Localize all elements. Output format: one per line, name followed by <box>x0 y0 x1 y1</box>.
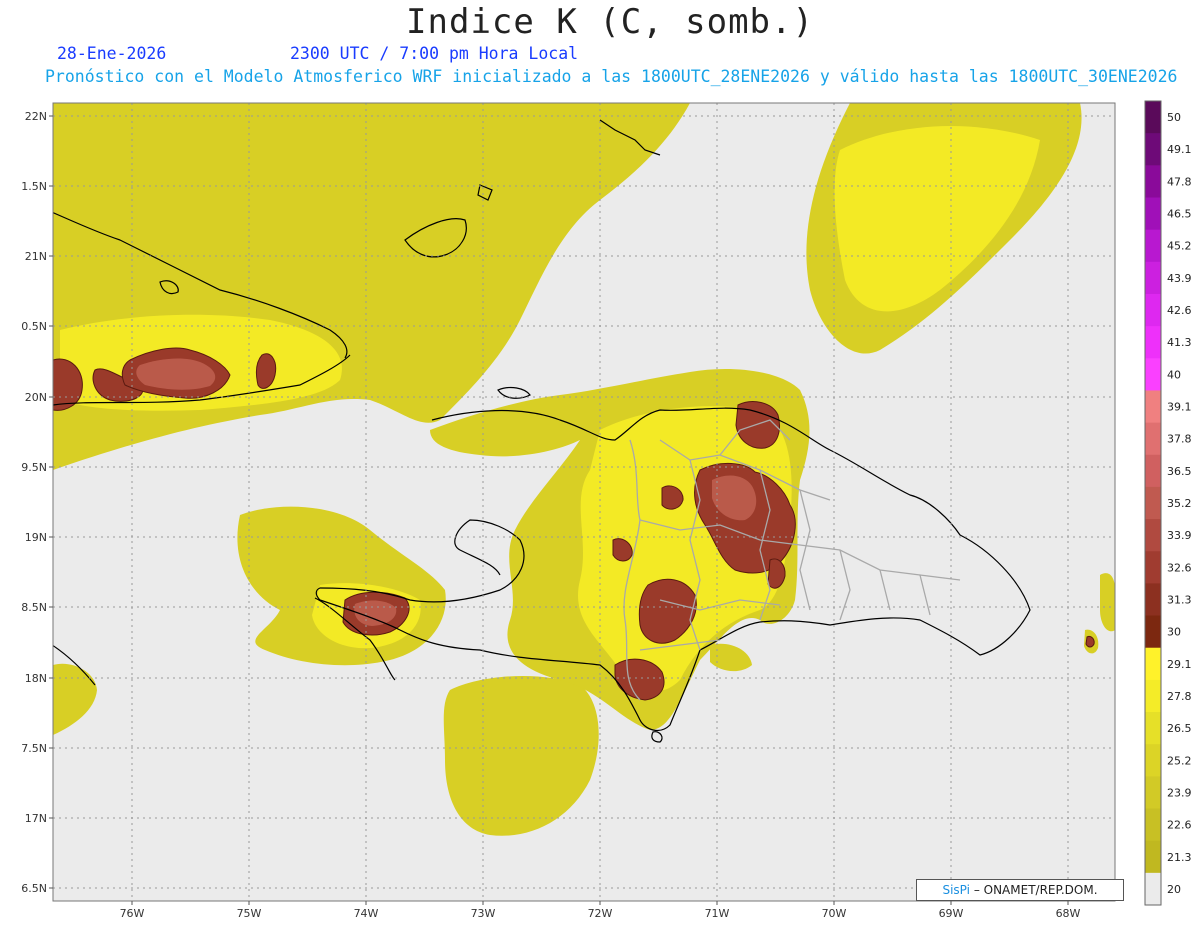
lon-label: 73W <box>471 907 496 920</box>
colorbar-swatch <box>1145 133 1161 166</box>
colorbar-swatch <box>1145 647 1161 681</box>
map-frame <box>52 102 1116 902</box>
lat-label: 18N <box>25 672 47 685</box>
colorbar-label: 33.9 <box>1167 529 1192 542</box>
colorbar-swatch <box>1145 358 1161 391</box>
forecast-description: Pronóstico con el Modelo Atmosferico WRF… <box>45 67 1178 86</box>
lon-label: 72W <box>588 907 613 920</box>
colorbar-swatch <box>1145 840 1161 874</box>
lon-label: 69W <box>939 907 964 920</box>
credit-org: – ONAMET/REP.DOM. <box>973 883 1098 897</box>
credit-box: SisPi – ONAMET/REP.DOM. <box>916 879 1124 901</box>
graticule <box>53 103 1115 901</box>
colorbar-swatch <box>1145 390 1161 424</box>
colorbar-swatch <box>1145 261 1161 295</box>
lon-label: 68W <box>1056 907 1081 920</box>
colorbar-label: 42.6 <box>1167 304 1192 317</box>
lat-label: 19N <box>25 531 47 544</box>
colorbar-swatch <box>1145 712 1161 745</box>
lat-label: 1.5N <box>21 180 47 193</box>
lat-label: 8.5N <box>21 601 47 614</box>
lat-label: 17N <box>25 812 47 825</box>
colorbar-swatch <box>1145 776 1161 810</box>
colorbar-swatch <box>1145 808 1161 842</box>
lon-label: 71W <box>705 907 730 920</box>
colorbar-swatch <box>1145 101 1161 134</box>
lon-label: 75W <box>237 907 262 920</box>
colorbar-label: 36.5 <box>1167 465 1192 478</box>
colorbar-label: 46.5 <box>1167 208 1192 221</box>
colorbar-swatch <box>1145 615 1161 649</box>
coastlines <box>53 119 1031 743</box>
lat-tick-marks <box>49 115 53 889</box>
colorbar-label: 39.1 <box>1167 401 1192 414</box>
colorbar-label: 20 <box>1167 883 1181 896</box>
colorbar-swatch <box>1145 679 1161 713</box>
colorbar-frame <box>1144 100 1162 906</box>
colorbar-label: 49.1 <box>1167 143 1192 156</box>
forecast-date: 28-Ene-2026 <box>57 44 167 63</box>
colorbar-label: 47.8 <box>1167 175 1192 188</box>
colorbar-swatch <box>1145 293 1161 327</box>
lat-label: 9.5N <box>21 461 47 474</box>
colorbar-label: 26.5 <box>1167 722 1192 735</box>
colorbar-label: 32.6 <box>1167 561 1192 574</box>
colorbar-label: 25.2 <box>1167 754 1192 767</box>
colorbar-label: 43.9 <box>1167 272 1192 285</box>
sispi-brand: SisPi <box>942 883 970 897</box>
colorbar-swatch <box>1145 486 1161 520</box>
colorbar-label: 21.3 <box>1167 851 1192 864</box>
colorbar-swatch <box>1145 454 1161 488</box>
lon-label: 76W <box>120 907 145 920</box>
lat-label: 6.5N <box>21 882 47 895</box>
lat-label: 0.5N <box>21 320 47 333</box>
map-title: Indice K (C, somb.) <box>406 2 814 42</box>
k-index-high-core <box>136 358 757 626</box>
colorbar: 50 49.1 47.8 46.5 45.2 43.9 42.6 41.3 40 39.1 37.8… <box>1144 100 1192 906</box>
colorbar-label: 31.3 <box>1167 593 1192 606</box>
colorbar-label: 22.6 <box>1167 819 1192 832</box>
latitude-labels: 22N 1.5N 21N 0.5N 20N 9.5N 19N 8.5N 18N … <box>21 110 47 895</box>
lat-label: 21N <box>25 250 47 263</box>
colorbar-label: 45.2 <box>1167 240 1192 253</box>
colorbar-label: 50 <box>1167 111 1181 124</box>
forecast-time: 2300 UTC / 7:00 pm Hora Local <box>290 44 579 63</box>
lat-label: 20N <box>25 391 47 404</box>
colorbar-swatch <box>1145 326 1161 359</box>
lon-tick-marks <box>131 901 1069 905</box>
province-boundaries <box>623 419 961 701</box>
colorbar-swatch <box>1145 165 1161 198</box>
longitude-labels: 76W 75W 74W 73W 72W 71W 70W 69W 68W <box>120 907 1081 920</box>
colorbar-swatch <box>1145 422 1161 456</box>
lat-label: 22N <box>25 110 47 123</box>
colorbar-swatch <box>1145 583 1161 617</box>
colorbar-swatch <box>1145 197 1161 231</box>
colorbar-below-range-swatch <box>1145 872 1161 905</box>
lon-label: 70W <box>822 907 847 920</box>
colorbar-swatch <box>1145 551 1161 584</box>
colorbar-label: 29.1 <box>1167 658 1192 671</box>
colorbar-label: 27.8 <box>1167 690 1192 703</box>
colorbar-swatch <box>1145 229 1161 263</box>
colorbar-label: 40 <box>1167 368 1181 381</box>
lat-label: 7.5N <box>21 742 47 755</box>
colorbar-label: 30 <box>1167 626 1181 639</box>
colorbar-swatch <box>1145 744 1161 777</box>
colorbar-label: 35.2 <box>1167 497 1192 510</box>
colorbar-label: 23.9 <box>1167 786 1192 799</box>
colorbar-swatch <box>1145 519 1161 552</box>
colorbar-label: 37.8 <box>1167 433 1192 446</box>
lon-label: 74W <box>354 907 379 920</box>
colorbar-label: 41.3 <box>1167 336 1192 349</box>
